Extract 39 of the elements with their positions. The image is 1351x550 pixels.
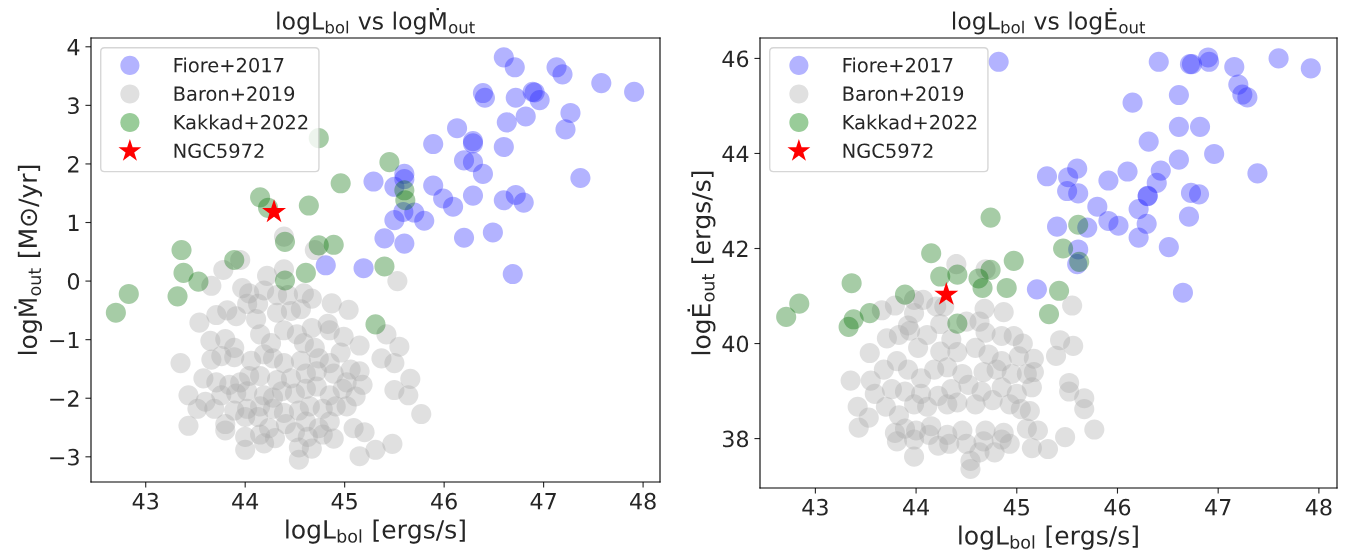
x-tick-label: 46 bbox=[1104, 498, 1131, 516]
legend-label: NGC5972 bbox=[174, 143, 264, 159]
chart-title: logL$_{bol}$ vs logṀ$_{out}$ bbox=[277, 7, 475, 35]
x-tick-label: 44 bbox=[232, 493, 259, 510]
y-axis-title: logṀ$_{out}$ [M⊙/yr] bbox=[14, 165, 43, 355]
x-tick-label: 44 bbox=[903, 499, 929, 516]
x-tick-label: 48 bbox=[630, 492, 656, 510]
x-tick-label: 45 bbox=[1003, 499, 1029, 516]
legend-label: Kakkad+2022 bbox=[174, 114, 308, 130]
y-tick-label: 1 bbox=[68, 214, 79, 231]
y-tick-label: 0 bbox=[67, 273, 80, 290]
x-tick-label: 43 bbox=[802, 498, 828, 516]
x-tick-label: 46 bbox=[431, 492, 457, 510]
legend-label: Fiore+2017 bbox=[174, 57, 284, 73]
y-tick-label: 38 bbox=[723, 430, 749, 448]
legend-label: Fiore+2017 bbox=[843, 57, 953, 73]
x-axis-title: logL$_{bol}$ [ergs/s] bbox=[959, 525, 1138, 550]
legend-label: Baron+2019 bbox=[843, 86, 964, 102]
y-tick-label: 40 bbox=[722, 335, 749, 353]
chart-title: logL$_{bol}$ vs logĖ$_{out}$ bbox=[952, 7, 1146, 35]
x-tick-label: 47 bbox=[530, 493, 556, 510]
legend-label: Kakkad+2022 bbox=[843, 114, 977, 130]
x-tick-label: 48 bbox=[1305, 498, 1332, 516]
y-tick-label: −3 bbox=[50, 448, 79, 466]
x-tick-label: 47 bbox=[1205, 499, 1231, 516]
x-tick-label: 45 bbox=[331, 493, 357, 510]
x-tick-label: 43 bbox=[132, 492, 159, 510]
legend-label: NGC5972 bbox=[843, 143, 933, 159]
legend-label: Baron+2019 bbox=[174, 86, 295, 102]
y-tick-label: −1 bbox=[50, 331, 79, 349]
y-tick-label: −2 bbox=[50, 390, 79, 407]
y-axis-title: logĖ$_{out}$ [ergs/s] bbox=[687, 171, 716, 355]
y-tick-label: 42 bbox=[722, 240, 748, 257]
y-tick-label: 46 bbox=[722, 50, 749, 68]
y-tick-label: 3 bbox=[68, 97, 79, 115]
y-tick-label: 4 bbox=[67, 39, 80, 56]
y-tick-label: 2 bbox=[68, 155, 79, 173]
y-tick-label: 44 bbox=[722, 145, 749, 162]
x-axis-title: logL$_{bol}$ [ergs/s] bbox=[286, 519, 465, 544]
